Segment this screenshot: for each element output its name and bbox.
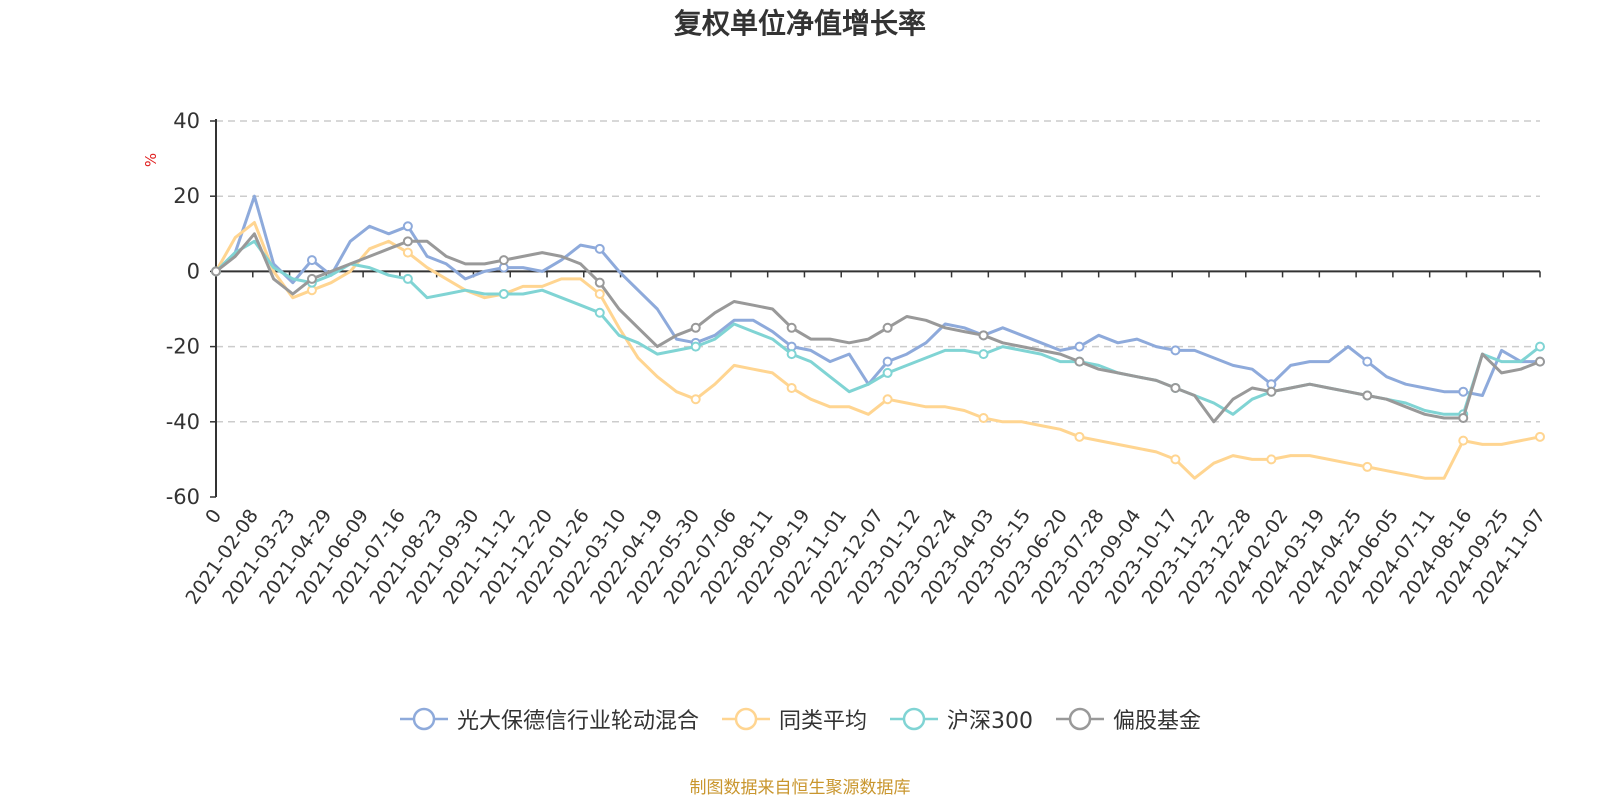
legend-item-3[interactable]: 偏股基金 <box>1055 703 1201 735</box>
data-point <box>978 349 989 360</box>
data-point <box>786 349 797 360</box>
data-point <box>1170 345 1181 356</box>
legend-line-circle-icon <box>399 707 448 731</box>
x-tick-label: 0 <box>201 505 226 528</box>
y-tick-label: -60 <box>166 485 200 509</box>
data-point <box>1535 341 1545 352</box>
line-chart: % 40 20 0 -20 -40 -60 02021-02-082021-03-2320… <box>142 109 1551 608</box>
data-point <box>1362 461 1373 472</box>
data-point <box>402 221 413 232</box>
data-point <box>1074 431 1085 442</box>
y-tick-label: 40 <box>173 109 200 133</box>
y-tick-label: -20 <box>166 335 200 359</box>
data-point <box>1266 386 1277 397</box>
legend: 光大保德信行业轮动混合 同类平均 沪深300 偏股基金 <box>0 703 1600 735</box>
legend-label: 偏股基金 <box>1113 709 1202 734</box>
legend-label: 沪深300 <box>947 709 1033 734</box>
data-point <box>1535 431 1545 442</box>
data-point <box>882 394 893 405</box>
data-point <box>1266 454 1277 465</box>
data-point <box>594 243 605 254</box>
data-point <box>882 356 893 367</box>
data-point <box>211 266 221 277</box>
data-point <box>1170 454 1181 465</box>
data-point <box>882 322 893 333</box>
data-point <box>498 255 509 266</box>
legend-item-0[interactable]: 光大保德信行业轮动混合 <box>399 703 699 735</box>
data-point <box>690 341 701 352</box>
chart-title: 复权单位净值增长率 <box>673 7 926 40</box>
y-tick-label: 20 <box>173 184 200 208</box>
series-layer <box>211 194 1545 480</box>
data-point <box>882 367 893 378</box>
data-point <box>1458 386 1469 397</box>
data-point <box>594 277 605 288</box>
data-point <box>594 307 605 318</box>
data-point <box>498 288 509 299</box>
grid-lines <box>216 120 1540 423</box>
legend-line-circle-icon <box>890 707 938 731</box>
y-tick-labels: 40 20 0 -20 -40 -60 <box>166 109 200 509</box>
data-point <box>1170 382 1181 393</box>
data-point <box>1535 356 1545 367</box>
legend-line-circle-icon <box>1056 707 1104 731</box>
data-point <box>690 394 701 405</box>
data-point <box>978 330 989 341</box>
data-point <box>786 382 797 393</box>
data-point <box>1074 341 1085 352</box>
y-axis-unit-label: % <box>142 153 160 167</box>
data-source-note: 制图数据来自恒生聚源数据库 <box>689 778 911 798</box>
data-point <box>402 236 413 247</box>
legend-item-2[interactable]: 沪深300 <box>889 703 1033 735</box>
legend-line-circle-icon <box>721 707 770 731</box>
data-point <box>1362 356 1373 367</box>
data-point <box>1074 356 1085 367</box>
data-point <box>306 255 317 266</box>
data-point <box>402 273 413 284</box>
x-tick-labels: 02021-02-082021-03-232021-04-292021-06-0… <box>182 505 1551 608</box>
data-point <box>786 322 797 333</box>
data-point <box>1362 390 1373 401</box>
legend-label: 光大保德信行业轮动混合 <box>456 709 699 734</box>
legend-label: 同类平均 <box>778 709 867 734</box>
data-point <box>402 247 413 258</box>
data-point <box>1458 435 1469 446</box>
data-point <box>978 413 989 424</box>
data-point <box>690 322 701 333</box>
series-line-0 <box>214 194 1540 397</box>
data-point <box>594 288 605 299</box>
data-point <box>1458 413 1469 424</box>
legend-item-1[interactable]: 同类平均 <box>721 703 867 735</box>
axes <box>210 119 1541 498</box>
series-line-1 <box>214 221 1541 480</box>
y-tick-label: -40 <box>166 410 200 434</box>
series-line-2 <box>214 239 1541 416</box>
y-tick-label: 0 <box>187 259 200 283</box>
series-line-3 <box>215 232 1541 424</box>
data-point <box>306 273 317 284</box>
